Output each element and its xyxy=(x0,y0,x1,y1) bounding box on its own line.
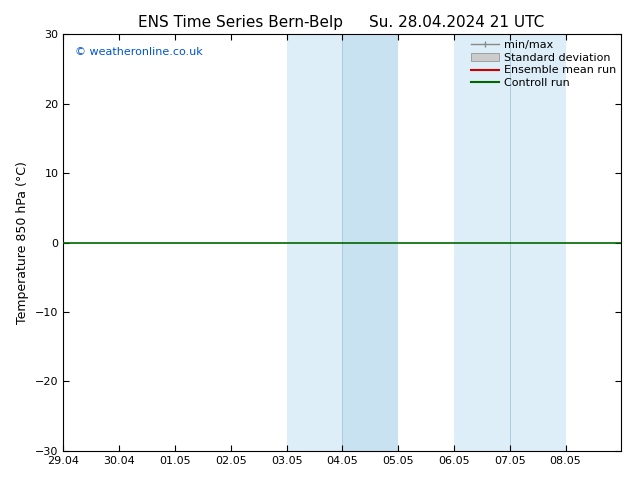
Bar xyxy=(454,34,510,451)
Y-axis label: Temperature 850 hPa (°C): Temperature 850 hPa (°C) xyxy=(16,161,30,324)
Text: ENS Time Series Bern-Belp: ENS Time Series Bern-Belp xyxy=(138,15,344,30)
Legend: min/max, Standard deviation, Ensemble mean run, Controll run: min/max, Standard deviation, Ensemble me… xyxy=(469,38,618,91)
Bar xyxy=(287,34,342,451)
Bar xyxy=(342,34,398,451)
Bar xyxy=(510,34,566,451)
Text: Su. 28.04.2024 21 UTC: Su. 28.04.2024 21 UTC xyxy=(369,15,544,30)
Text: © weatheronline.co.uk: © weatheronline.co.uk xyxy=(75,47,202,57)
